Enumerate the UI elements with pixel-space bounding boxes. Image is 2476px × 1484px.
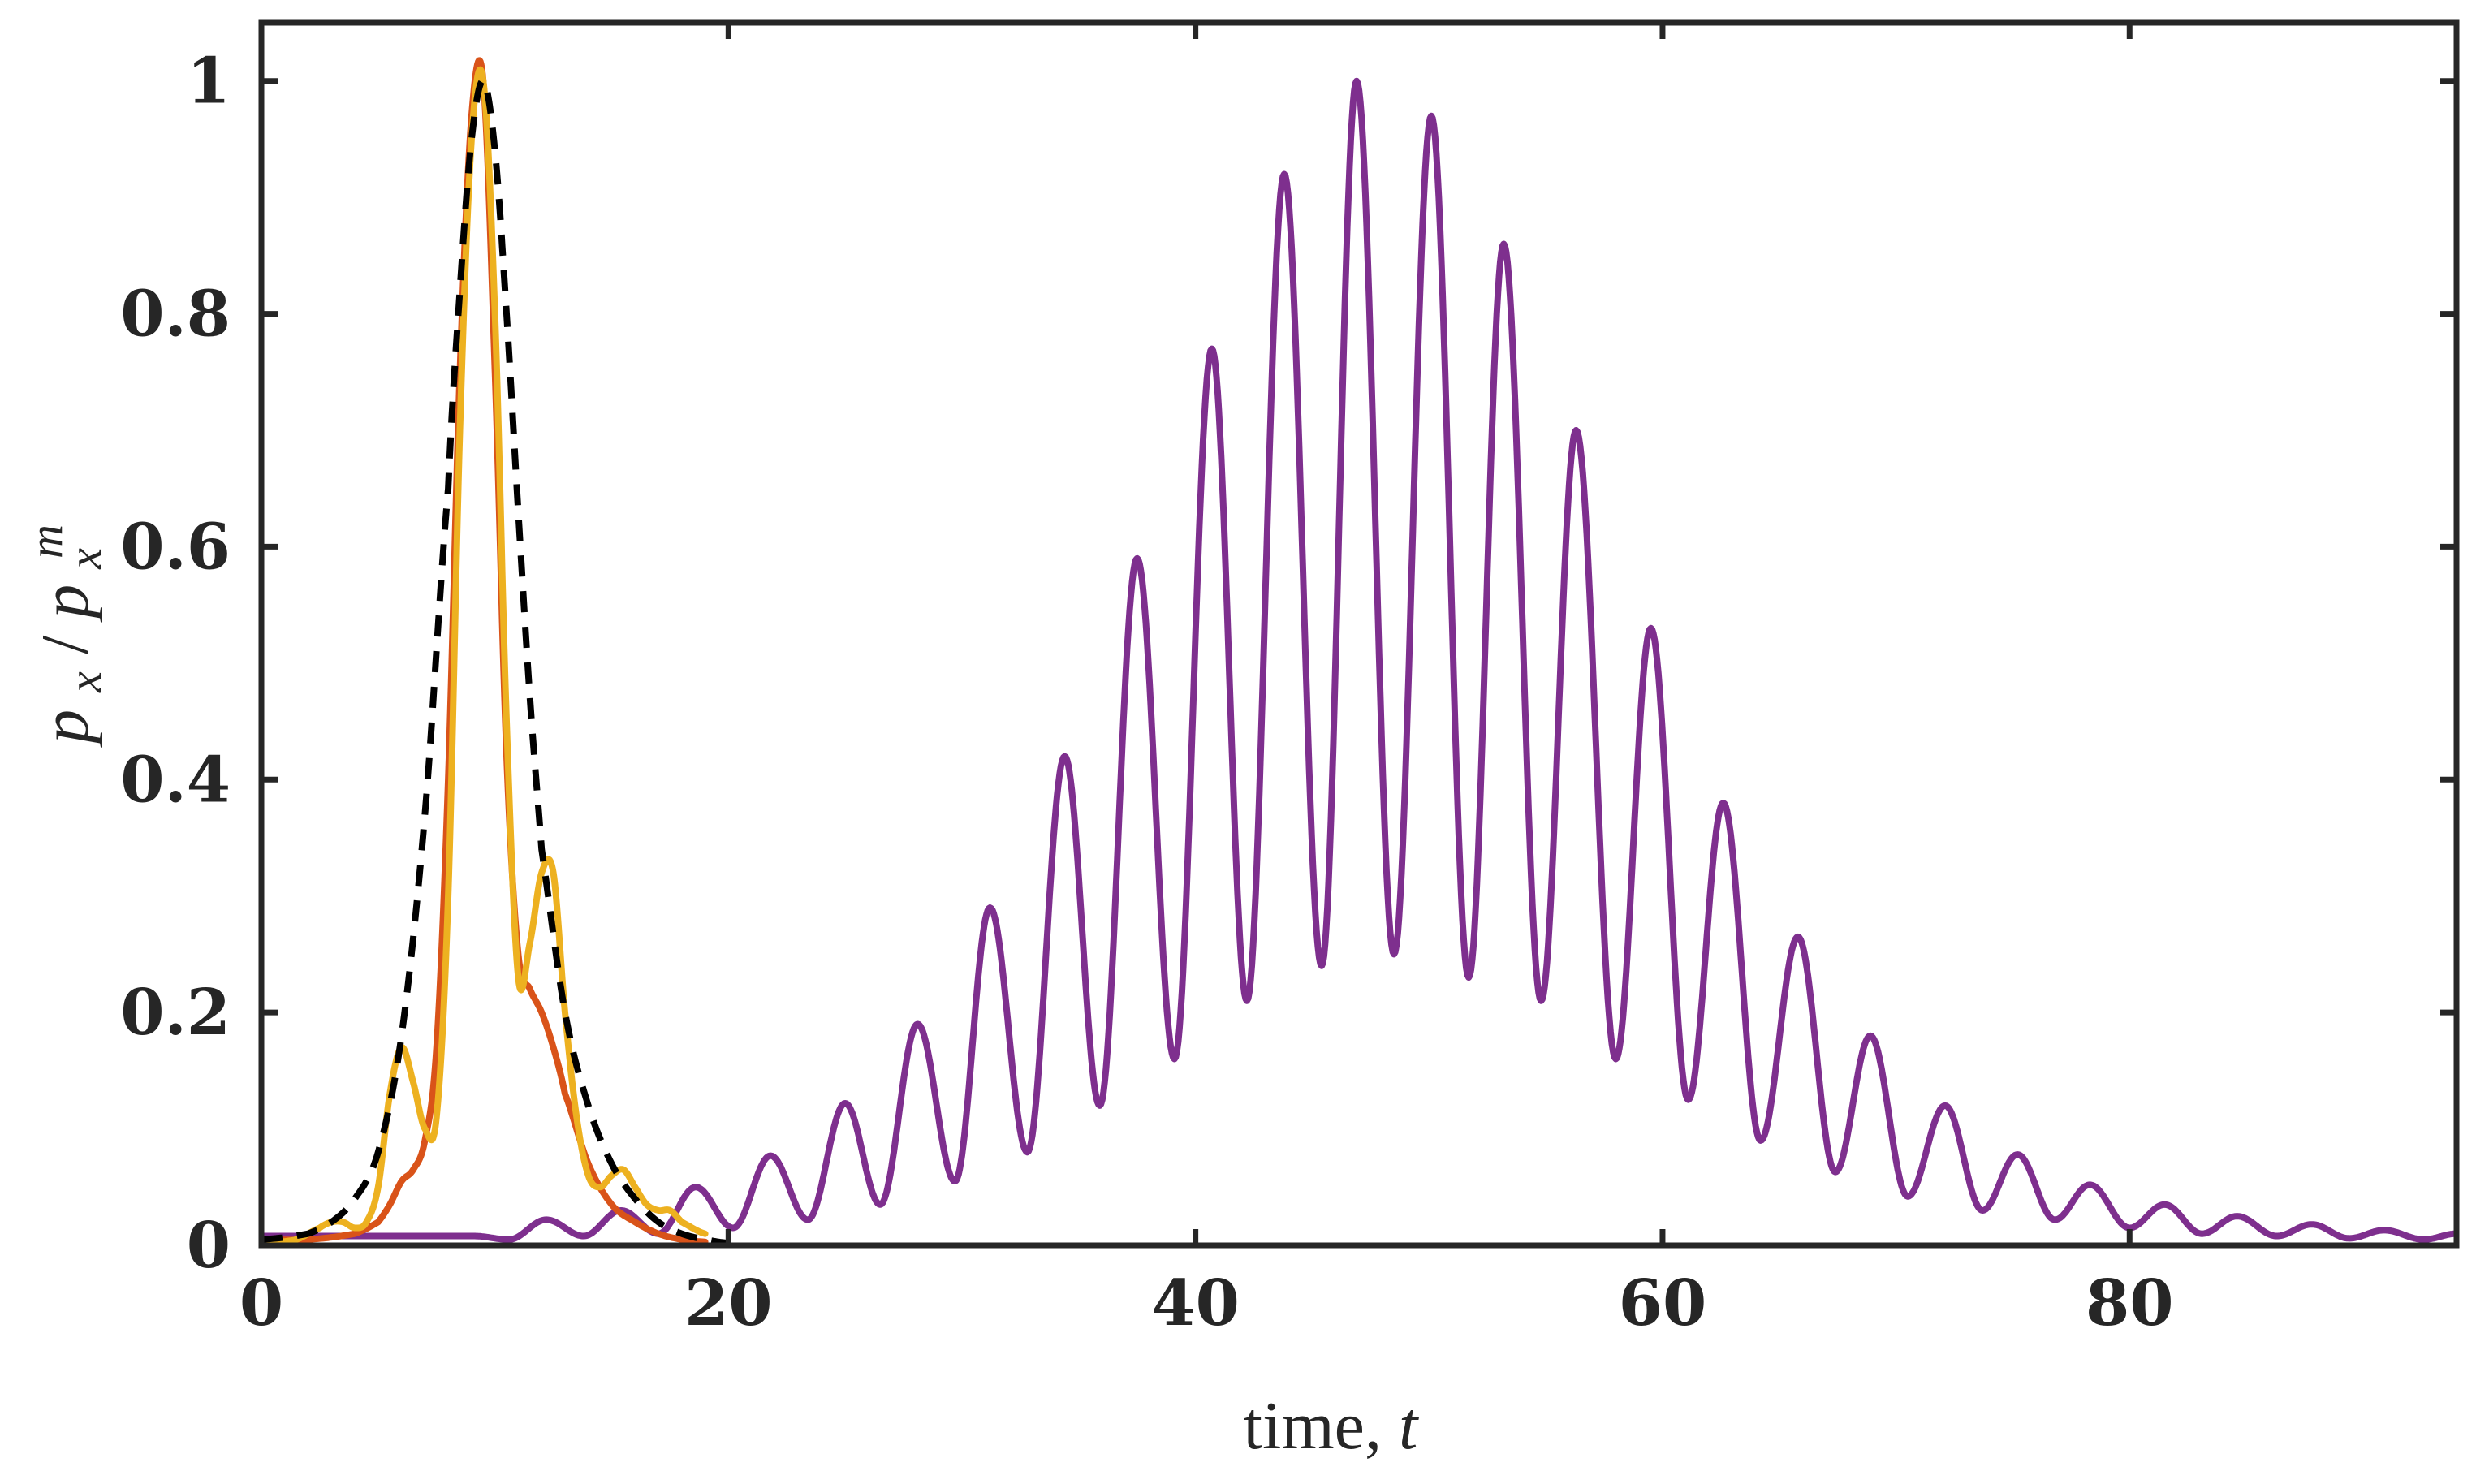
series-line-yellow — [261, 66, 709, 1245]
y-label-sub-2: x — [58, 548, 111, 570]
labels-layer: 0 20 40 60 80 0 0.2 0.4 0.6 0.8 1 — [120, 45, 2173, 1340]
y-label-sup: m — [19, 524, 72, 559]
y-tick-label-0.4: 0.4 — [120, 743, 231, 817]
series-line-orange — [261, 57, 709, 1245]
y-label-base: p — [28, 710, 103, 748]
series-layer — [261, 57, 2457, 1245]
y-tick-label-0.6: 0.6 — [120, 510, 231, 584]
series-line-purple — [261, 77, 2457, 1243]
y-tick-label-1: 1 — [187, 45, 231, 119]
y-tick-label-0: 0 — [187, 1209, 231, 1283]
x-axis-label-var: t — [1399, 1388, 1420, 1464]
ticks-layer — [258, 23, 2457, 1249]
series-line-dashed-envelope — [261, 77, 731, 1245]
y-tick-label-0.2: 0.2 — [120, 976, 231, 1050]
x-tick-label-0: 0 — [239, 1266, 283, 1340]
x-tick-label-20: 20 — [684, 1266, 773, 1340]
x-tick-label-40: 40 — [1151, 1266, 1240, 1340]
y-label-slash: / — [28, 635, 103, 654]
axes-box — [258, 19, 2460, 1249]
y-label-sub: x — [58, 671, 111, 693]
svg-text:p x / p: p x / p x m — [19, 524, 116, 748]
x-axis-label: time, t — [1244, 1388, 1420, 1464]
y-label-base-2: p — [28, 585, 103, 623]
y-axis-label: p x / p x m — [19, 524, 116, 748]
y-tick-label-0.8: 0.8 — [120, 278, 231, 352]
x-tick-label-80: 80 — [2086, 1266, 2174, 1340]
x-axis-label-text: time, — [1244, 1388, 1382, 1464]
x-tick-label-60: 60 — [1619, 1266, 1707, 1340]
